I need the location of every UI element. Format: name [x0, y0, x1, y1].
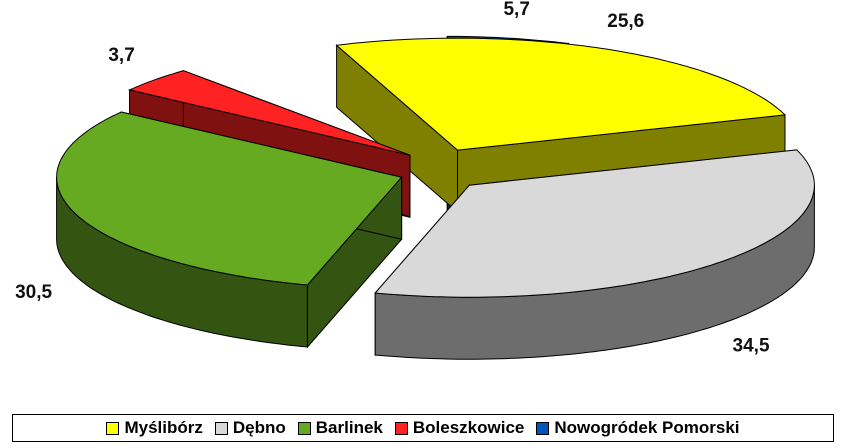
slice-top [56, 111, 403, 286]
chart: 25,6 34,5 30,5 3,7 5,7 [15, 0, 815, 360]
slice-top [335, 37, 787, 151]
legend-swatch [106, 421, 120, 435]
legend-swatch [536, 421, 550, 435]
legend-label: Barlinek [315, 418, 383, 437]
data-label: 34,5 [733, 336, 770, 357]
slice-top [127, 70, 411, 156]
slice-top [374, 149, 815, 298]
legend-item: Myślibórz [106, 418, 203, 438]
legend-label: Nowogródek Pomorski [554, 418, 740, 437]
data-label: 5,7 [503, 0, 529, 20]
slice [56, 111, 403, 349]
legend-label: Dębno [232, 418, 286, 437]
data-label: 3,7 [108, 45, 134, 66]
slice [374, 149, 815, 360]
data-label: 30,5 [15, 282, 52, 303]
legend-label: Boleszkowice [412, 418, 525, 437]
legend-item: Boleszkowice [394, 418, 525, 438]
legend-swatch [214, 421, 228, 435]
legend-item: Dębno [214, 418, 286, 438]
slice [335, 37, 787, 214]
legend-item: Barlinek [297, 418, 383, 438]
legend: Myślibórz Dębno Barlinek Boleszkowice Nowogr… [12, 414, 834, 442]
data-label: 25,6 [607, 11, 644, 32]
legend-swatch [297, 421, 311, 435]
legend-item: Nowogródek Pomorski [536, 418, 740, 438]
legend-swatch [394, 421, 408, 435]
legend-label: Myślibórz [124, 418, 203, 437]
